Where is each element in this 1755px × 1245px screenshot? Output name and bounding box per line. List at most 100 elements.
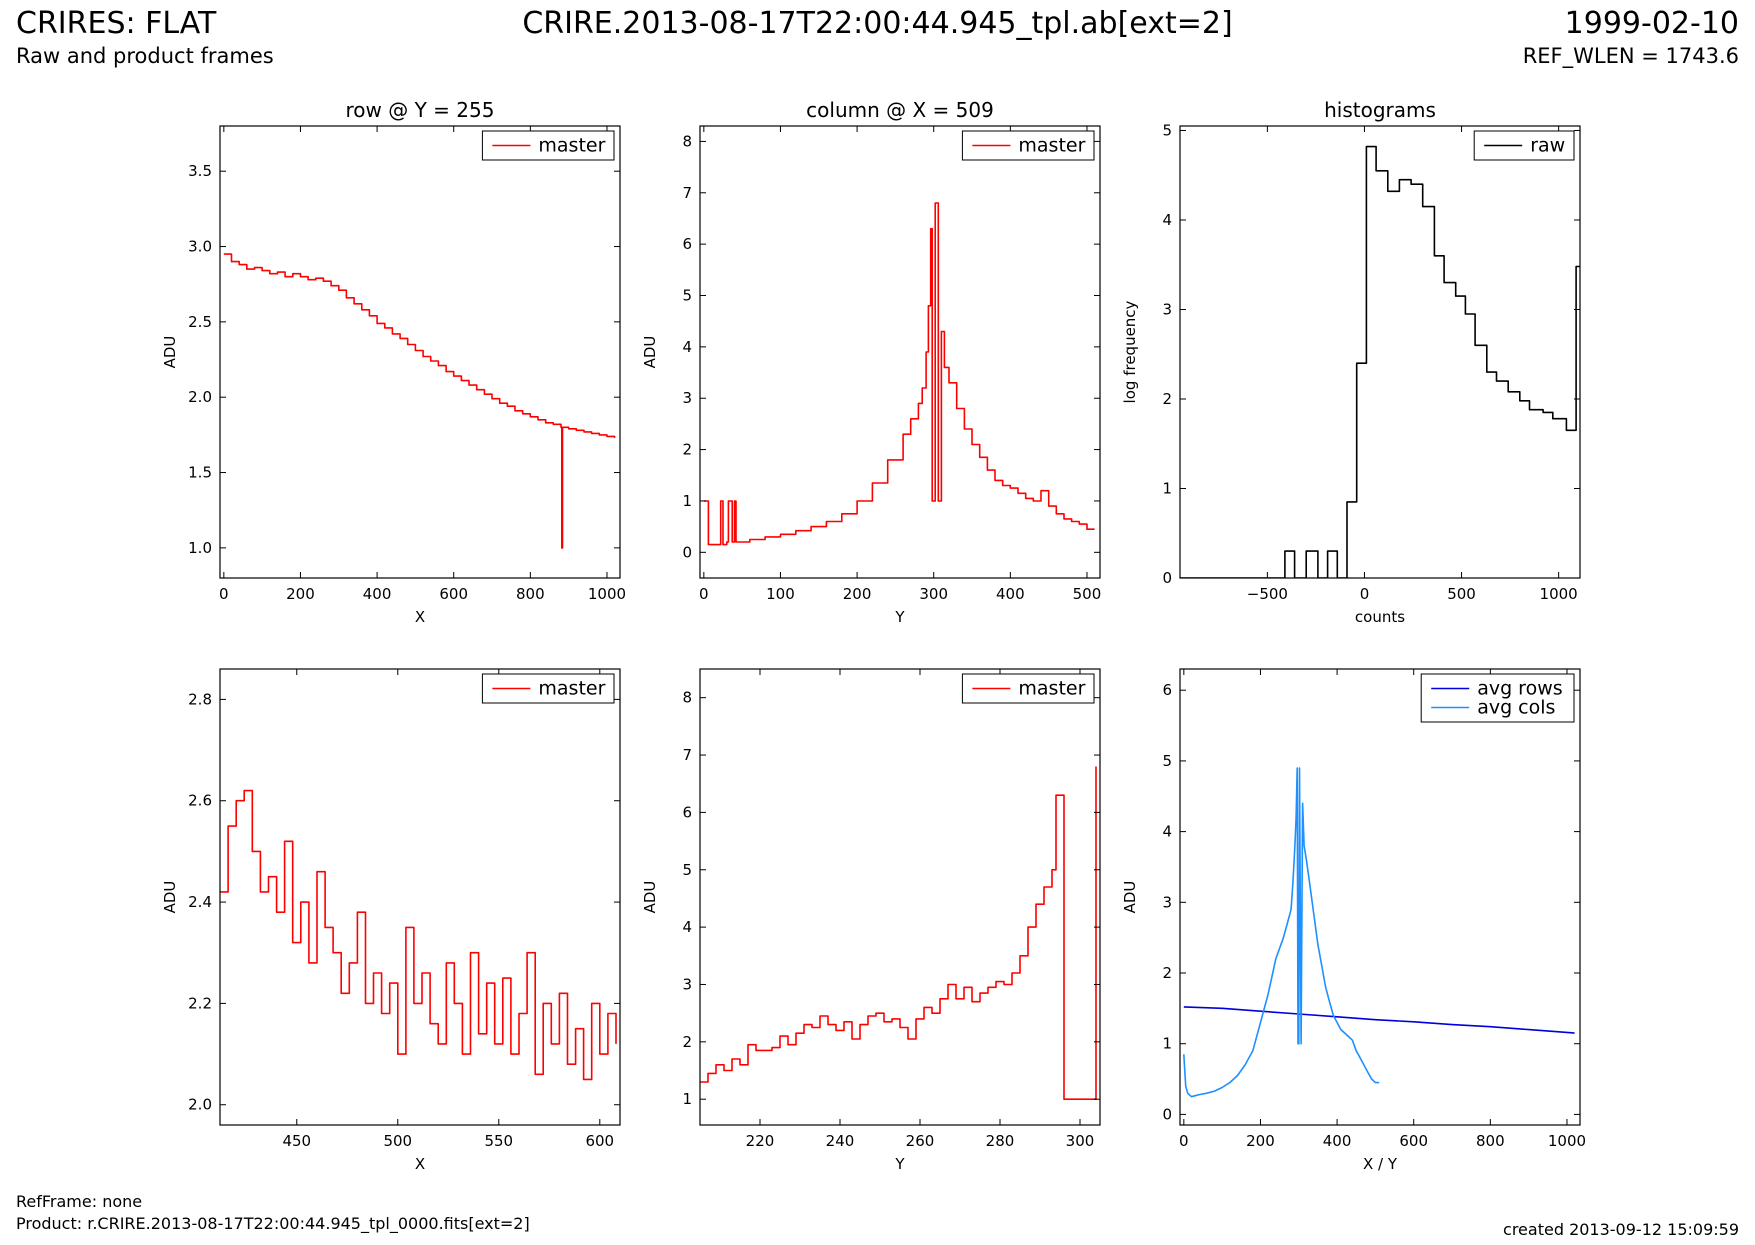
series-group	[700, 766, 1097, 1100]
y-tick-label: 1.5	[188, 464, 212, 482]
x-tick-label: 800	[1476, 1132, 1505, 1150]
frame-filename: CRIRE.2013-08-17T22:00:44.945_tpl.ab[ext…	[522, 6, 1233, 41]
y-tick-label: 0	[1162, 1105, 1172, 1123]
y-tick-label: 3	[682, 975, 692, 993]
x-tick-label: 0	[219, 585, 229, 603]
y-tick-label: 6	[682, 235, 692, 253]
x-tick-label: 450	[282, 1132, 311, 1150]
x-tick-label: 500	[1073, 585, 1102, 603]
y-tick-label: 2.4	[188, 893, 212, 911]
x-tick-label: 240	[826, 1132, 855, 1150]
series-group	[220, 789, 617, 1081]
y-tick-label: 8	[682, 132, 692, 150]
x-tick-label: 220	[746, 1132, 775, 1150]
series-group	[1183, 767, 1575, 1098]
y-tick-label: 1	[682, 1090, 692, 1108]
created-timestamp: created 2013-09-12 15:09:59	[1503, 1220, 1739, 1239]
legend: master	[481, 130, 615, 161]
x-tick-label: 100	[766, 585, 795, 603]
y-tick-label: 2	[682, 1033, 692, 1051]
chart-col-top: 0 100 200 300 400 500 0 1 2 3 4 5 6 7 8 column @ X = 50…	[641, 98, 1101, 626]
chart-row-bottom: 450 500 550 600 2.0 2.2 2.4 2.6 2.8 X ADU master	[161, 668, 621, 1173]
chart-hist-top: −500 0 500 1000 0 1 2 3 4 5 histograms counts log fr…	[1121, 98, 1581, 626]
x-tick-label: 0	[699, 585, 709, 603]
y-tick-label: 0	[682, 543, 692, 561]
x-axis-label: counts	[1355, 608, 1405, 626]
x-axis-label: X	[415, 1155, 425, 1173]
y-tick-label: 4	[682, 338, 692, 356]
plot-frame	[1179, 668, 1581, 1126]
y-tick-label: 6	[1162, 681, 1172, 699]
y-tick-label: 1	[1162, 479, 1172, 497]
y-tick-label: 5	[682, 861, 692, 879]
x-axis-label: X	[415, 608, 425, 626]
series-line-avg-cols	[1183, 767, 1380, 1098]
legend-label: master	[1018, 678, 1085, 700]
y-tick-label: 2.0	[188, 1096, 212, 1114]
legend: master	[481, 673, 615, 704]
legend-label: avg rows	[1477, 678, 1562, 700]
y-tick-label: 4	[1162, 211, 1172, 229]
x-tick-label: 500	[383, 1132, 412, 1150]
x-tick-label: 800	[516, 585, 545, 603]
y-tick-label: 3.0	[188, 238, 212, 256]
x-axis-label: X / Y	[1363, 1155, 1398, 1173]
chart-avg-bottom: 0 200 400 600 800 1000 0 1 2 3 4 5 6 X / Y ADU avg rows…	[1121, 668, 1586, 1173]
y-tick-label: 2.6	[188, 792, 212, 810]
legend-label: master	[538, 678, 605, 700]
x-tick-label: 260	[906, 1132, 935, 1150]
y-tick-label: 2.0	[188, 388, 212, 406]
y-axis-label: ADU	[161, 336, 179, 369]
x-tick-label: −500	[1247, 585, 1288, 603]
legend-box	[1420, 673, 1575, 723]
y-tick-label: 2.5	[188, 313, 212, 331]
y-axis-label: ADU	[641, 336, 659, 369]
y-tick-label: 7	[682, 184, 692, 202]
y-tick-label: 3	[682, 389, 692, 407]
x-tick-label: 400	[996, 585, 1025, 603]
legend-label: master	[1018, 135, 1085, 157]
legend: raw	[1473, 130, 1575, 161]
y-tick-label: 2	[682, 441, 692, 459]
x-tick-label: 200	[843, 585, 872, 603]
plot-frame	[219, 668, 621, 1126]
x-axis-label: Y	[894, 608, 905, 626]
x-tick-label: 400	[1323, 1132, 1352, 1150]
chart-title: column @ X = 509	[806, 98, 994, 122]
observation-date: 1999-02-10	[1564, 6, 1739, 41]
chart-title: row @ Y = 255	[346, 98, 495, 122]
x-tick-label: 300	[919, 585, 948, 603]
x-tick-label: 280	[986, 1132, 1015, 1150]
y-tick-label: 6	[682, 803, 692, 821]
y-tick-label: 4	[1162, 823, 1172, 841]
y-tick-label: 3.5	[188, 162, 212, 180]
series-line-master	[703, 202, 1095, 546]
series-group	[703, 202, 1095, 546]
x-tick-label: 1000	[1540, 585, 1578, 603]
x-axis-label: Y	[894, 1155, 905, 1173]
legend: master	[961, 673, 1095, 704]
series-line-avg-rows	[1183, 1006, 1575, 1034]
y-tick-label: 3	[1162, 893, 1172, 911]
x-tick-label: 600	[585, 1132, 614, 1150]
ref-frame: RefFrame: none	[16, 1192, 143, 1211]
plot-frame	[219, 125, 621, 579]
y-axis-label: ADU	[161, 881, 179, 914]
x-tick-label: 0	[1360, 585, 1370, 603]
x-tick-label: 400	[363, 585, 392, 603]
report-title: CRIRES: FLAT	[16, 6, 217, 41]
series-line-raw	[1180, 145, 1580, 578]
y-tick-label: 2.8	[188, 690, 212, 708]
legend-label: avg cols	[1477, 697, 1555, 719]
x-tick-label: 550	[484, 1132, 513, 1150]
y-tick-label: 5	[1162, 121, 1172, 139]
y-tick-label: 1	[682, 492, 692, 510]
chart-title: histograms	[1324, 98, 1436, 122]
y-tick-label: 8	[682, 689, 692, 707]
legend-label: master	[538, 135, 605, 157]
y-tick-label: 2	[1162, 964, 1172, 982]
y-axis-label: ADU	[641, 881, 659, 914]
x-tick-label: 500	[1447, 585, 1476, 603]
plot-frame	[699, 668, 1101, 1126]
